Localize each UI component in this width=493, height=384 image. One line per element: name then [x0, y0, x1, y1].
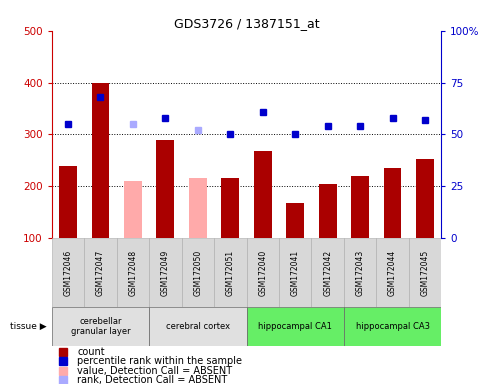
Bar: [246, 238, 279, 307]
Text: GSM172047: GSM172047: [96, 250, 105, 296]
Bar: [59, 166, 77, 238]
Bar: [84, 238, 117, 307]
Bar: [117, 238, 149, 307]
Bar: [279, 238, 312, 307]
Bar: [149, 238, 181, 307]
Text: cerebral cortex: cerebral cortex: [166, 322, 230, 331]
Bar: [52, 307, 149, 346]
Text: GSM172043: GSM172043: [355, 250, 365, 296]
Text: GSM172042: GSM172042: [323, 250, 332, 296]
Text: percentile rank within the sample: percentile rank within the sample: [77, 356, 242, 366]
Text: GSM172048: GSM172048: [128, 250, 138, 296]
Bar: [181, 238, 214, 307]
Text: cerebellar
granular layer: cerebellar granular layer: [70, 317, 130, 336]
Bar: [246, 307, 344, 346]
Text: GSM172051: GSM172051: [226, 250, 235, 296]
Bar: [351, 176, 369, 238]
Bar: [149, 307, 246, 346]
Text: count: count: [77, 347, 105, 357]
Bar: [189, 179, 207, 238]
Title: GDS3726 / 1387151_at: GDS3726 / 1387151_at: [174, 17, 319, 30]
Text: GSM172044: GSM172044: [388, 250, 397, 296]
Bar: [221, 179, 239, 238]
Bar: [52, 238, 84, 307]
Bar: [312, 238, 344, 307]
Text: GSM172049: GSM172049: [161, 250, 170, 296]
Bar: [124, 181, 142, 238]
Text: hippocampal CA1: hippocampal CA1: [258, 322, 332, 331]
Text: GSM172040: GSM172040: [258, 250, 267, 296]
Bar: [344, 307, 441, 346]
Bar: [384, 168, 401, 238]
Text: GSM172041: GSM172041: [291, 250, 300, 296]
Bar: [156, 139, 175, 238]
Text: GSM172046: GSM172046: [64, 250, 72, 296]
Text: tissue ▶: tissue ▶: [10, 322, 47, 331]
Text: value, Detection Call = ABSENT: value, Detection Call = ABSENT: [77, 366, 232, 376]
Text: GSM172050: GSM172050: [193, 250, 202, 296]
Text: GSM172045: GSM172045: [421, 250, 429, 296]
Bar: [92, 83, 109, 238]
Text: hippocampal CA3: hippocampal CA3: [355, 322, 429, 331]
Bar: [254, 151, 272, 238]
Text: rank, Detection Call = ABSENT: rank, Detection Call = ABSENT: [77, 375, 227, 384]
Bar: [416, 159, 434, 238]
Bar: [214, 238, 246, 307]
Bar: [344, 238, 376, 307]
Bar: [286, 203, 304, 238]
Bar: [376, 238, 409, 307]
Bar: [318, 184, 337, 238]
Bar: [409, 238, 441, 307]
